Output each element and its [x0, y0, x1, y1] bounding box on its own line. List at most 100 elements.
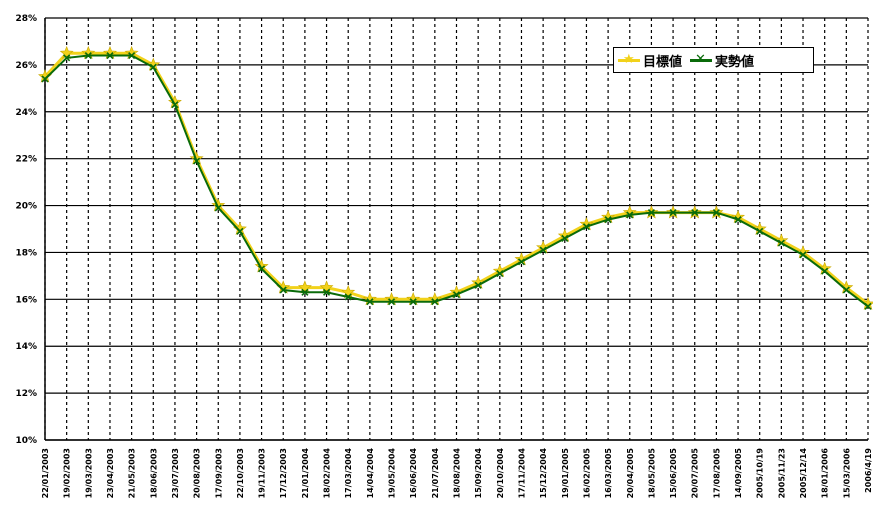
star-icon: ★ [623, 51, 635, 67]
data-point-x [171, 101, 179, 109]
data-point-x [279, 286, 287, 294]
y-tick-label: 14% [15, 342, 37, 352]
data-point-x [301, 288, 309, 296]
x-tick-label: 2005/12/14 [799, 448, 808, 499]
data-point-x [63, 54, 71, 62]
x-tick-label: 17/08/2005 [712, 448, 721, 499]
x-tick-label: 15/03/2006 [842, 448, 851, 499]
x-tick-label: 15/09/2004 [474, 448, 483, 499]
x-tick-label: 17/11/2004 [517, 448, 526, 499]
data-point-x [604, 216, 612, 224]
data-point-x [431, 298, 439, 306]
legend-label-target: 目標値 [643, 54, 683, 70]
data-point-x [626, 211, 634, 219]
data-point-x [128, 51, 136, 60]
y-tick-label: 10% [15, 436, 37, 446]
legend-label-actual: 実勢値 [715, 54, 755, 70]
x-tick-label: 23/07/2003 [171, 448, 180, 498]
chart-axes [44, 18, 868, 441]
data-point-x [84, 51, 92, 60]
data-point-x [539, 246, 547, 254]
x-tick-label: 21/07/2004 [431, 448, 440, 499]
x-tick-label: 2005/10/19 [756, 448, 765, 499]
y-tick-label: 18% [15, 248, 37, 258]
x-axis-ticks: 22/01/2003 19/02/2003 19/03/2003 23/04/2003… [41, 448, 873, 499]
y-tick-label: 12% [15, 389, 37, 399]
data-point-x [409, 298, 417, 306]
data-point-x [387, 298, 396, 306]
data-point-x [691, 209, 699, 217]
x-tick-label: 20/08/2003 [193, 448, 202, 498]
data-point-x [474, 281, 482, 289]
data-point-x [366, 298, 374, 306]
x-tick-label: 19/01/2005 [561, 448, 570, 499]
data-point-x [496, 269, 504, 278]
data-point-x [149, 63, 157, 71]
x-tick-label: 20/07/2005 [691, 448, 700, 499]
data-point-star [341, 284, 356, 299]
data-point-x [712, 209, 720, 217]
data-point-x [344, 293, 352, 301]
x-tick-label: 17/12/2003 [279, 448, 288, 498]
chart-series [38, 45, 873, 310]
x-marker-icon: ✕ [695, 51, 706, 67]
x-tick-label: 17/09/2003 [214, 448, 223, 498]
y-tick-label: 20% [15, 202, 37, 212]
y-tick-label: 24% [15, 108, 37, 118]
x-tick-label: 15/12/2004 [539, 448, 548, 499]
data-point-star [59, 45, 74, 60]
legend-line-target: ★ [618, 53, 640, 66]
legend-entry-actual: ✕ 実勢値 [690, 51, 754, 70]
data-point-x [106, 51, 114, 60]
x-tick-label: 2005/11/23 [777, 448, 786, 498]
x-tick-label: 16/06/2004 [409, 448, 418, 499]
x-tick-label: 23/04/2003 [106, 448, 115, 498]
x-tick-label: 18/02/2004 [323, 448, 332, 499]
data-point-x [452, 291, 461, 299]
x-tick-label: 22/01/2003 [41, 448, 50, 498]
data-point-x [258, 265, 266, 273]
y-tick-label: 28% [15, 14, 37, 24]
x-tick-label: 18/01/2006 [821, 448, 830, 499]
data-point-x [842, 286, 850, 294]
data-point-x [669, 209, 677, 217]
x-tick-label: 22/10/2003 [236, 448, 245, 498]
x-tick-label: 21/01/2004 [301, 448, 310, 499]
y-tick-label: 26% [15, 61, 37, 71]
x-tick-label: 19/05/2004 [388, 448, 397, 499]
chart-grid [44, 17, 869, 441]
x-tick-label: 18/08/2004 [453, 448, 462, 499]
data-point-star [319, 280, 334, 294]
data-point-x [756, 227, 764, 235]
y-axis-ticks: 10% 12% 14% 16% 18% 20% 22% 24% 26% 28% [15, 14, 37, 446]
x-tick-label: 16/02/2005 [582, 448, 591, 499]
data-point-x [864, 302, 872, 310]
x-tick-label: 18/05/2005 [647, 448, 656, 499]
data-point-x [582, 223, 591, 231]
data-point-x [193, 157, 201, 165]
x-tick-label: 14/09/2005 [734, 448, 743, 499]
data-point-x [517, 258, 526, 266]
x-tick-label: 20/10/2004 [496, 448, 505, 499]
x-tick-label: 19/02/2003 [63, 448, 72, 498]
x-tick-label: 18/06/2003 [149, 448, 158, 498]
series-1 [41, 51, 872, 310]
x-tick-label: 16/03/2005 [604, 448, 613, 499]
data-point-x [777, 239, 785, 247]
legend-entry-target: ★ 目標値 [618, 51, 682, 70]
data-point-x [41, 75, 49, 83]
legend-line-actual: ✕ [690, 53, 713, 66]
data-point-x [561, 234, 569, 242]
data-point-x [214, 204, 222, 212]
x-tick-label: 17/03/2004 [344, 448, 353, 499]
x-tick-label: 15/06/2005 [669, 448, 678, 499]
x-tick-label: 21/05/2003 [128, 448, 137, 498]
chart-legend: ★ 目標値 ✕ 実勢値 [613, 47, 814, 73]
y-tick-label: 16% [15, 295, 37, 305]
data-point-x [799, 251, 807, 259]
y-tick-label: 22% [15, 155, 37, 165]
x-tick-label: 19/03/2003 [84, 448, 93, 498]
x-tick-label: 14/04/2004 [366, 448, 375, 499]
data-point-x [647, 209, 655, 217]
